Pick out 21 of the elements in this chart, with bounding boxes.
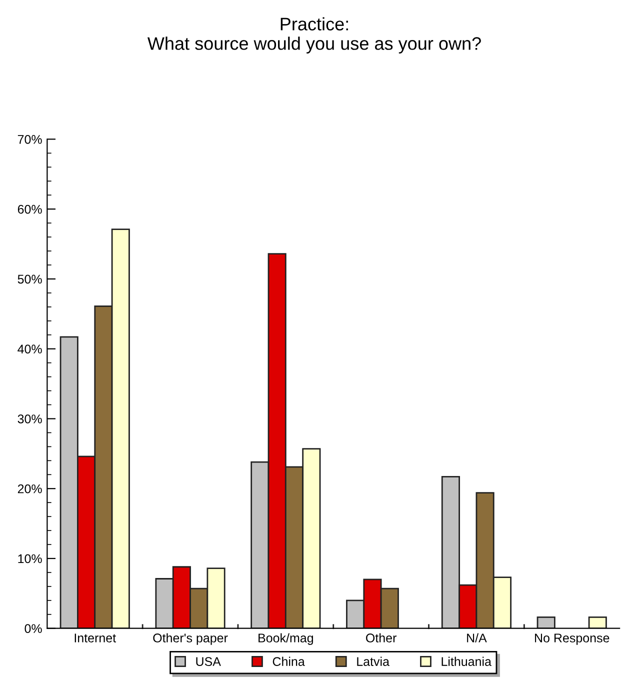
bar [536, 616, 556, 628]
y-tick-label: 20% [18, 484, 42, 494]
y-tick-label: 40% [18, 344, 42, 354]
y-tick-label: 10% [18, 554, 42, 564]
legend-label: Lithuania [442, 656, 492, 666]
x-tick-label: N/A [467, 633, 487, 642]
x-tick-label: Book/mag [258, 633, 314, 645]
x-tick-label: No Response [535, 634, 610, 645]
x-tick-label: Other [366, 633, 396, 642]
bar [588, 616, 607, 628]
x-tick-label: Other's paper [153, 633, 228, 645]
x-tick-label: Internet [74, 634, 116, 642]
legend-label: China [272, 656, 305, 666]
legend-label: Latvia [357, 656, 390, 666]
legend-label: USA [196, 657, 221, 666]
chart-title: Practice: What source would you use as your own? [147, 17, 481, 54]
y-tick-label: 30% [18, 414, 42, 424]
y-tick-label: 50% [18, 274, 42, 284]
y-tick-label: 0% [24, 624, 42, 634]
y-tick-label: 70% [18, 134, 42, 144]
y-tick-label: 60% [18, 204, 42, 214]
